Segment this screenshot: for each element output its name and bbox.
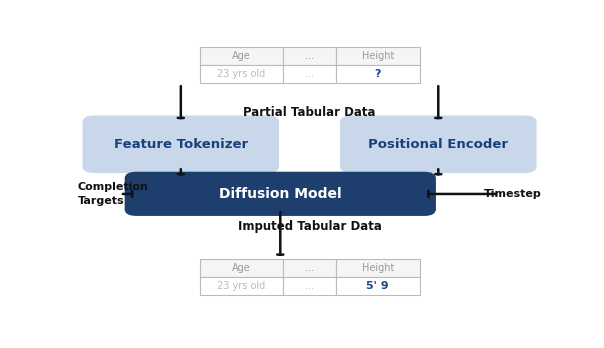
FancyBboxPatch shape	[340, 116, 536, 173]
Text: 23 yrs old: 23 yrs old	[217, 69, 266, 79]
Text: ...: ...	[305, 51, 314, 61]
FancyBboxPatch shape	[83, 116, 279, 173]
Text: Feature Tokenizer: Feature Tokenizer	[114, 138, 248, 151]
Text: Timestep: Timestep	[484, 189, 541, 199]
Text: Age: Age	[232, 51, 251, 61]
Bar	[336, 47, 420, 65]
Bar	[199, 259, 283, 277]
Bar	[199, 47, 283, 65]
Bar	[336, 65, 420, 83]
Text: Diffusion Model: Diffusion Model	[219, 187, 342, 201]
Text: Completion
Targets: Completion Targets	[78, 182, 149, 206]
Text: Positional Encoder: Positional Encoder	[368, 138, 509, 151]
Text: Imputed Tabular Data: Imputed Tabular Data	[237, 220, 382, 233]
Bar	[283, 65, 336, 83]
Text: ...: ...	[305, 263, 314, 273]
Bar	[336, 259, 420, 277]
Bar	[336, 277, 420, 295]
Text: Partial Tabular Data: Partial Tabular Data	[243, 106, 376, 119]
Text: 23 yrs old: 23 yrs old	[217, 281, 266, 291]
Bar	[199, 277, 283, 295]
FancyBboxPatch shape	[124, 172, 436, 216]
Bar	[283, 259, 336, 277]
Bar	[283, 277, 336, 295]
Bar	[199, 65, 283, 83]
Text: ...: ...	[305, 281, 314, 291]
Text: 5' 9: 5' 9	[367, 281, 389, 291]
Text: Age: Age	[232, 263, 251, 273]
Bar	[283, 47, 336, 65]
Text: Height: Height	[362, 263, 394, 273]
Text: ?: ?	[374, 69, 381, 79]
Text: Height: Height	[362, 51, 394, 61]
Text: ...: ...	[305, 69, 314, 79]
